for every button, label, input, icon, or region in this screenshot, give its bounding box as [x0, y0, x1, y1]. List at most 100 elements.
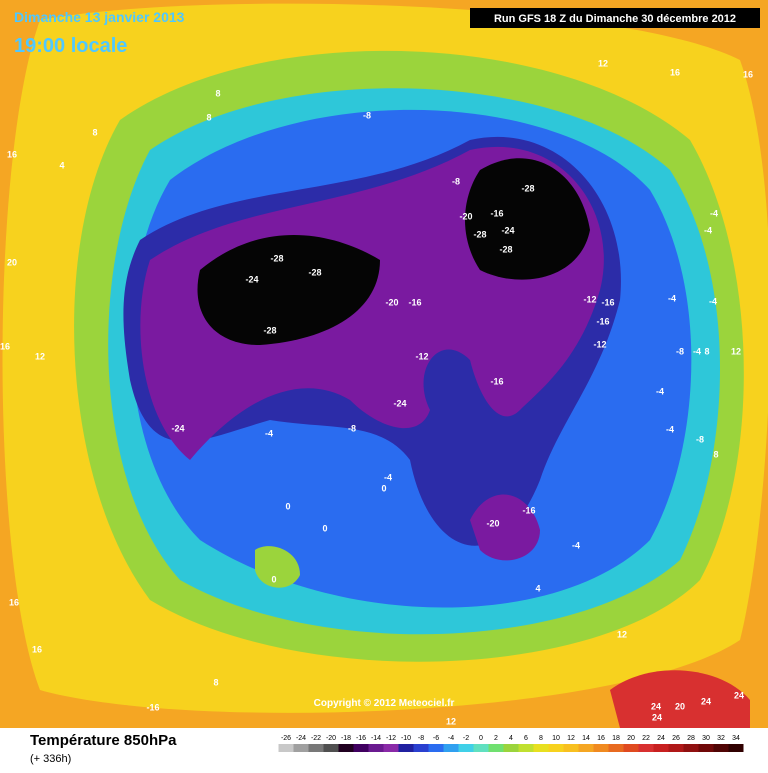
- contour-label: -8: [676, 346, 684, 356]
- legend-tick: -10: [401, 735, 411, 742]
- legend-tick: 4: [509, 735, 513, 742]
- legend-swatch: [624, 744, 639, 752]
- contour-label: -12: [593, 339, 606, 349]
- legend-tick: 14: [582, 735, 590, 742]
- contour-label: -16: [490, 376, 503, 386]
- contour-label: 16: [32, 644, 42, 654]
- legend-swatch: [609, 744, 624, 752]
- contour-label: -24: [171, 423, 184, 433]
- legend-swatch: [564, 744, 579, 752]
- legend-tick: -2: [463, 735, 469, 742]
- contour-label: -4: [710, 208, 718, 218]
- contour-label: -16: [146, 702, 159, 712]
- legend-swatch: [279, 744, 294, 752]
- contour-label: -24: [245, 274, 258, 284]
- legend-swatch: [399, 744, 414, 752]
- contour-label: 16: [670, 67, 680, 77]
- contour-label: -20: [459, 211, 472, 221]
- legend-tick: -22: [311, 735, 321, 742]
- contour-label: -20: [486, 518, 499, 528]
- contour-label: -12: [583, 294, 596, 304]
- legend-tick: 8: [539, 735, 543, 742]
- contour-label: -4: [668, 293, 676, 303]
- footer-title: Température 850hPa: [30, 732, 177, 749]
- legend-tick: 22: [642, 735, 650, 742]
- contour-label: -4: [709, 296, 717, 306]
- contour-label: -8: [696, 434, 704, 444]
- contour-label: 16: [743, 69, 753, 79]
- legend-tick: 28: [687, 735, 695, 742]
- contour-label: -24: [393, 398, 406, 408]
- legend-tick: 16: [597, 735, 605, 742]
- contour-label: -4: [572, 540, 580, 550]
- legend-tick: -12: [386, 735, 396, 742]
- footer-lead: (+ 336h): [30, 753, 71, 765]
- legend-tick: -18: [341, 735, 351, 742]
- legend-tick: -6: [433, 735, 439, 742]
- contour-label: -16: [596, 316, 609, 326]
- contour-label: 8: [213, 677, 218, 687]
- legend-tick: 34: [732, 735, 740, 742]
- contour-label: 0: [285, 501, 290, 511]
- contour-label: 4: [535, 583, 540, 593]
- legend-swatch: [309, 744, 324, 752]
- legend-swatch: [504, 744, 519, 752]
- legend-swatch: [639, 744, 654, 752]
- contour-label: 0: [322, 523, 327, 533]
- copyright: Copyright © 2012 Meteociel.fr: [314, 698, 455, 709]
- legend-swatch: [594, 744, 609, 752]
- legend-swatch: [699, 744, 714, 752]
- contour-label: 16: [0, 341, 10, 351]
- legend-tick: 2: [494, 735, 498, 742]
- legend-swatch: [549, 744, 564, 752]
- legend-swatch: [474, 744, 489, 752]
- contour-label: 24: [734, 690, 744, 700]
- contour-label: 12: [617, 629, 627, 639]
- contour-label: 24: [651, 701, 661, 711]
- contour-label: 8: [206, 112, 211, 122]
- legend-swatch: [369, 744, 384, 752]
- legend-swatch: [339, 744, 354, 752]
- contour-label: -28: [473, 229, 486, 239]
- contour-label: 16: [7, 149, 17, 159]
- date-text: Dimanche 13 janvier 2013: [14, 9, 185, 25]
- legend-swatch: [579, 744, 594, 752]
- legend-swatch: [654, 744, 669, 752]
- legend-tick: 10: [552, 735, 560, 742]
- legend-swatch: [714, 744, 729, 752]
- contour-label: -16: [490, 208, 503, 218]
- contour-label: -20: [385, 297, 398, 307]
- contour-label: -24: [501, 225, 514, 235]
- contour-label: 0: [271, 574, 276, 584]
- legend-tick: -20: [326, 735, 336, 742]
- legend-tick: -16: [356, 735, 366, 742]
- contour-label: 8: [92, 127, 97, 137]
- contour-label: -28: [270, 253, 283, 263]
- contour-label: -28: [521, 183, 534, 193]
- contour-label: 8: [704, 346, 709, 356]
- run-text: Run GFS 18 Z du Dimanche 30 décembre 201…: [494, 13, 736, 25]
- contour-label: -12: [415, 351, 428, 361]
- legend-swatch: [729, 744, 744, 752]
- contour-label: -28: [499, 244, 512, 254]
- legend-tick: 24: [657, 735, 665, 742]
- legend-swatch: [669, 744, 684, 752]
- legend-swatch: [489, 744, 504, 752]
- legend-swatch: [444, 744, 459, 752]
- contour-label: -4: [656, 386, 664, 396]
- legend-tick: 26: [672, 735, 680, 742]
- contour-label: 0: [381, 483, 386, 493]
- contour-label: -16: [601, 297, 614, 307]
- legend-tick: 20: [627, 735, 635, 742]
- legend-tick: -4: [448, 735, 454, 742]
- legend-swatch: [414, 744, 429, 752]
- contour-label: 4: [59, 160, 64, 170]
- legend-swatch: [429, 744, 444, 752]
- contour-label: 12: [35, 351, 45, 361]
- legend-tick: 18: [612, 735, 620, 742]
- contour-label: 12: [598, 58, 608, 68]
- contour-label: -4: [666, 424, 674, 434]
- time-text: 19:00 locale: [14, 35, 127, 57]
- legend-tick: 0: [479, 735, 483, 742]
